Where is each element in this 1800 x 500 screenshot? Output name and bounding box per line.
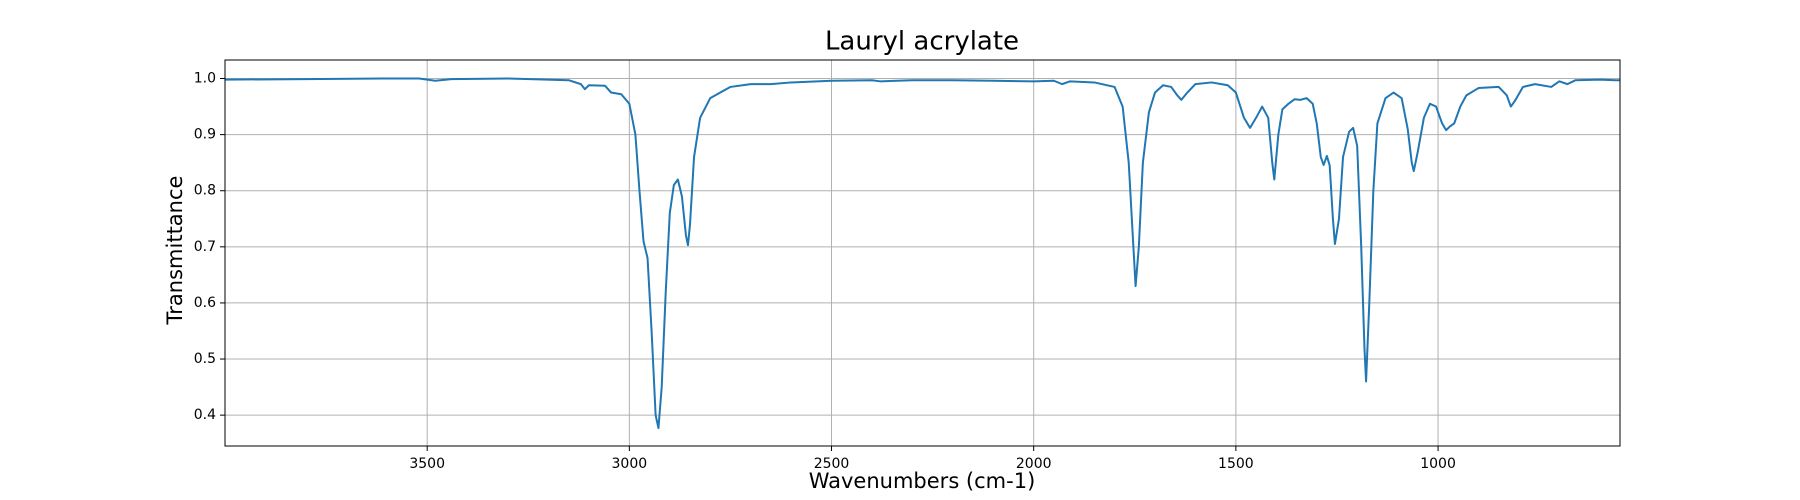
y-tick-label: 0.6 — [194, 295, 216, 311]
y-tick-label: 0.9 — [194, 127, 216, 143]
x-axis-label: Wavenumbers (cm-1) — [809, 469, 1036, 493]
plot-frame — [224, 59, 1621, 447]
y-axis-label: Transmittance — [163, 176, 187, 326]
y-tick-label: 0.8 — [194, 183, 216, 199]
y-tick-label: 0.7 — [194, 239, 216, 255]
y-tick-label: 0.5 — [194, 351, 216, 367]
x-tick-label: 1500 — [1218, 456, 1254, 472]
x-tick-label: 3500 — [409, 456, 445, 472]
x-tick-label: 3000 — [612, 456, 648, 472]
spectrum-line — [224, 77, 1620, 430]
x-tick-label: 2000 — [1016, 456, 1052, 472]
chart-title: Lauryl acrylate — [825, 27, 1019, 57]
x-tick-label: 2500 — [814, 456, 850, 472]
y-tick-label: 0.4 — [194, 407, 216, 423]
x-tick-label: 1000 — [1420, 456, 1456, 472]
y-tick-label: 1.0 — [194, 71, 216, 87]
